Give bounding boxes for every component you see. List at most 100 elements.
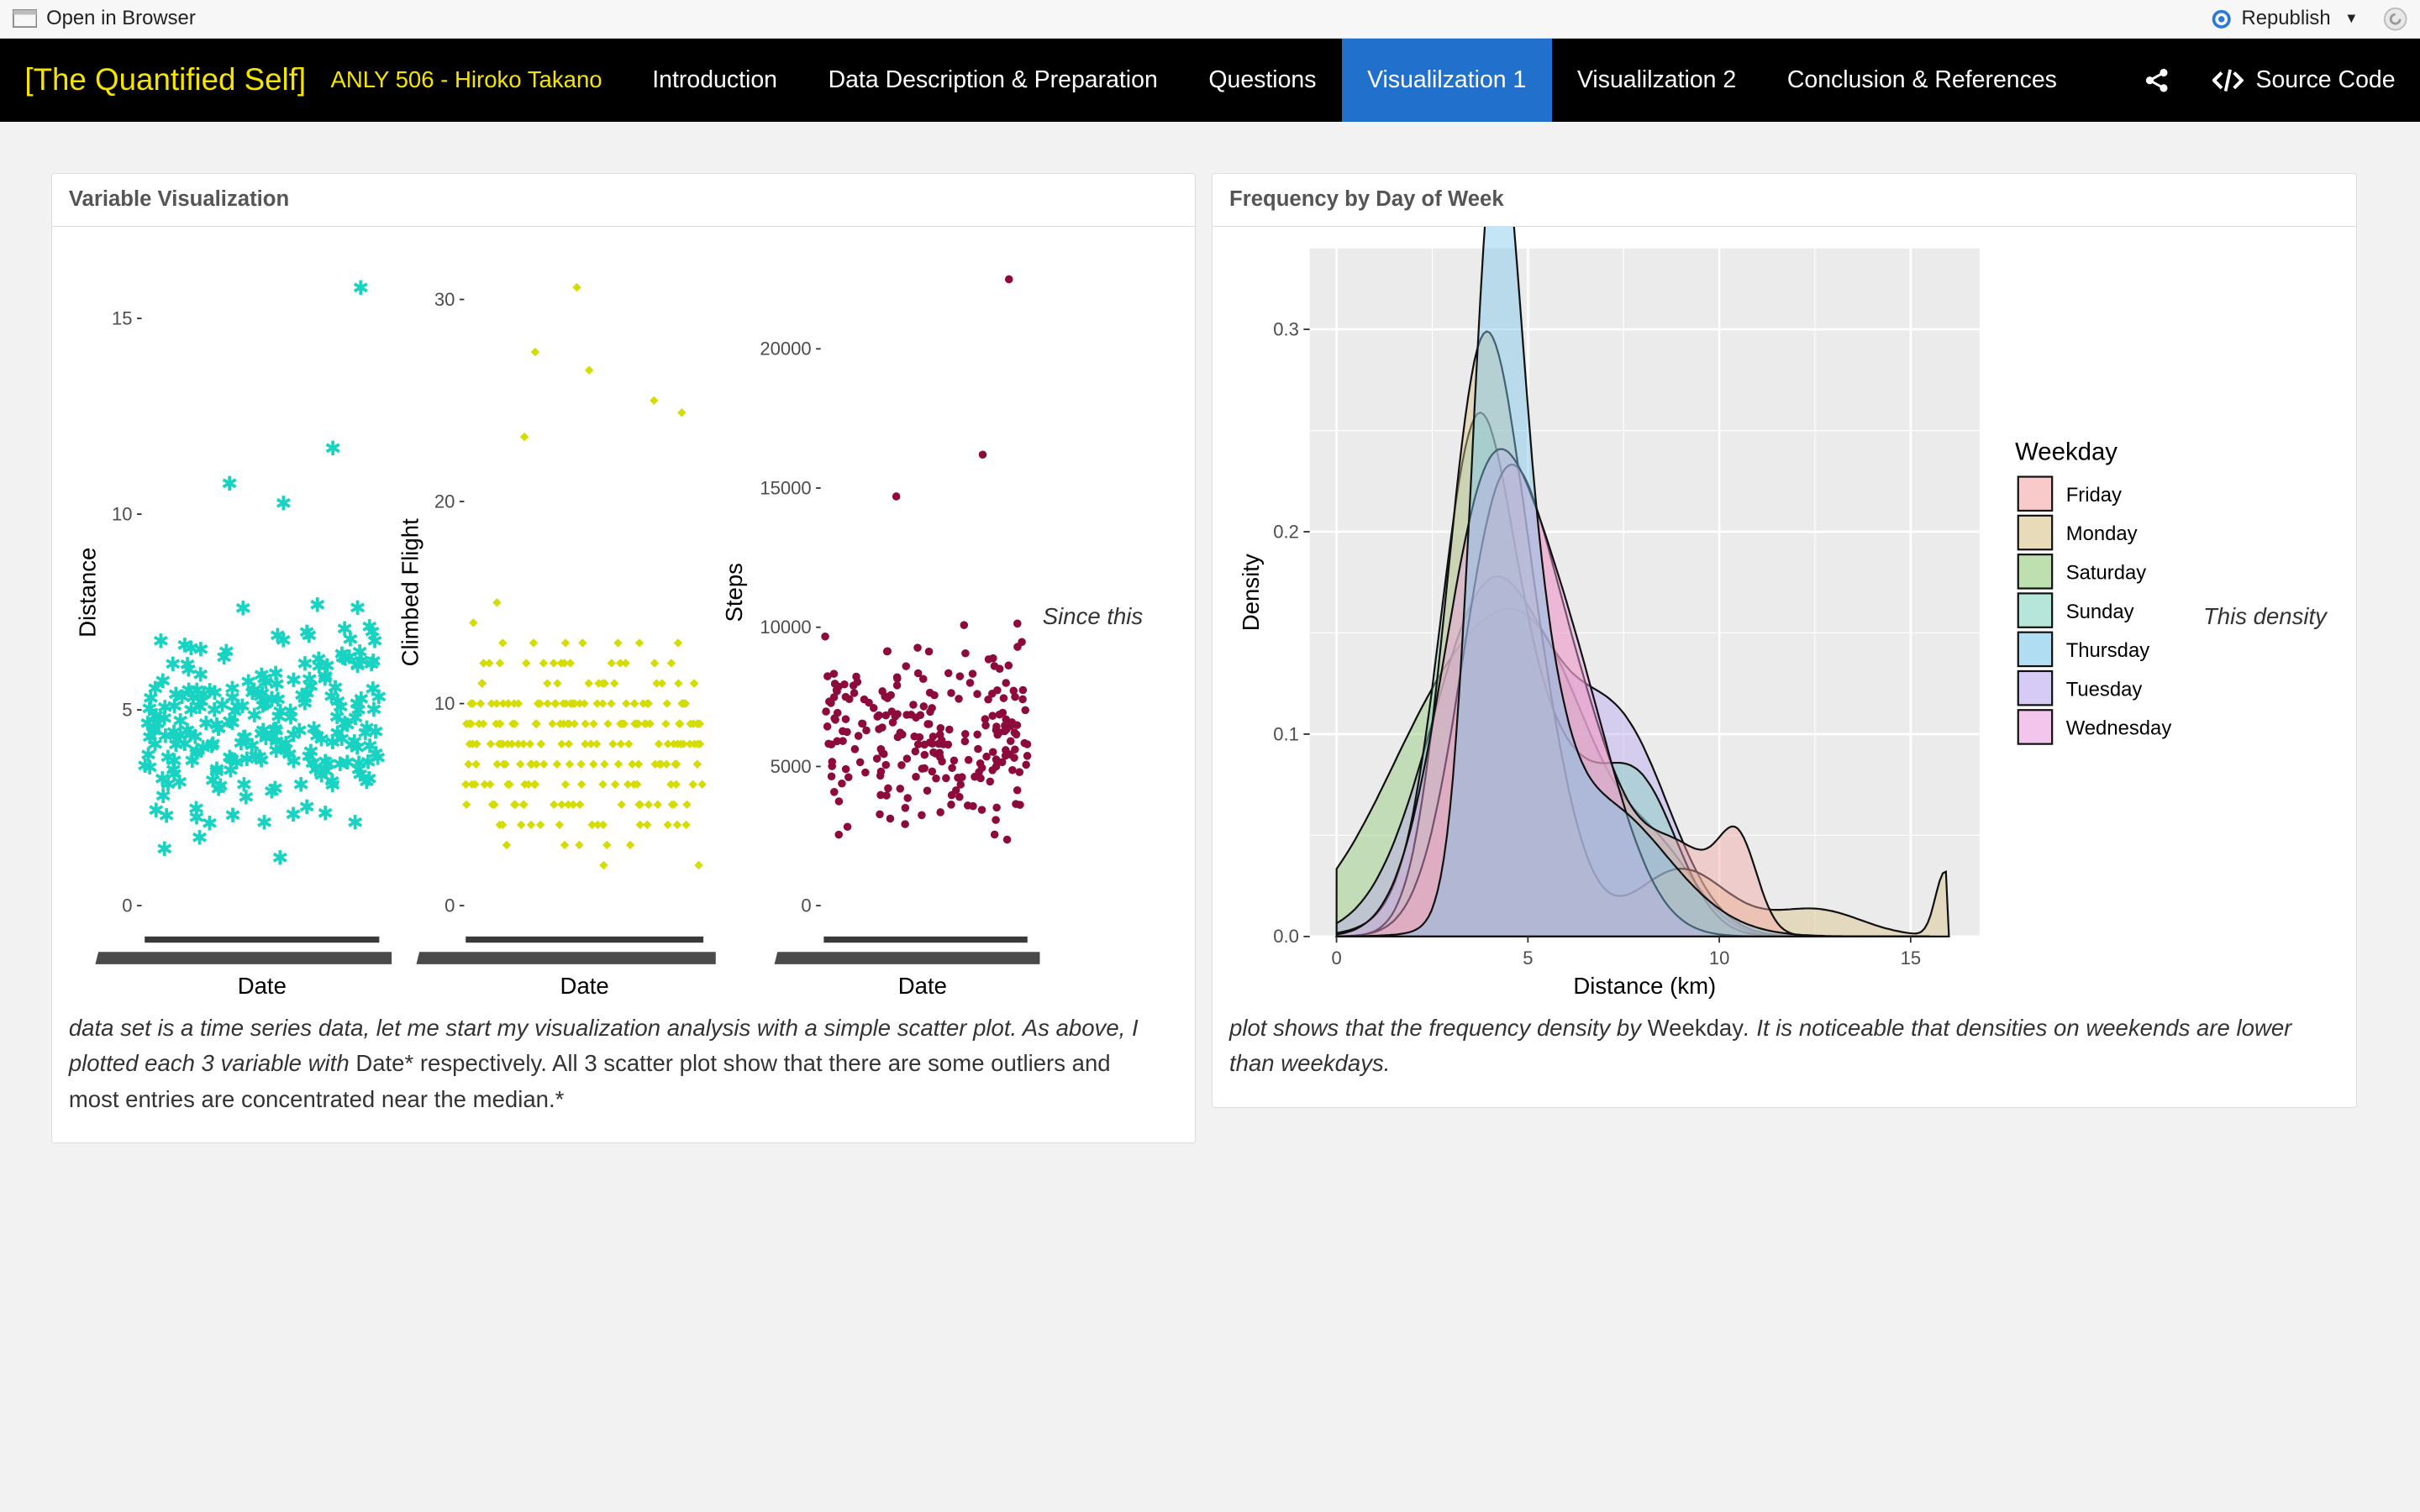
data-point: ✱ bbox=[253, 723, 270, 746]
data-point: ✱ bbox=[336, 713, 353, 736]
refresh-icon[interactable] bbox=[2383, 7, 2407, 31]
data-point: ✱ bbox=[188, 680, 205, 702]
data-point bbox=[860, 769, 870, 777]
data-point: ✱ bbox=[282, 707, 299, 730]
data-point bbox=[492, 699, 501, 708]
data-point: ✱ bbox=[329, 722, 345, 745]
data-point: ✱ bbox=[195, 684, 212, 706]
data-point: ✱ bbox=[180, 659, 197, 682]
data-point bbox=[471, 739, 481, 749]
data-point: ✱ bbox=[323, 686, 339, 709]
data-point: ✱ bbox=[365, 650, 381, 673]
data-point bbox=[955, 672, 964, 681]
data-point bbox=[988, 748, 997, 757]
data-point bbox=[650, 659, 659, 668]
data-point bbox=[555, 719, 565, 728]
y-tick-label: 5 bbox=[122, 700, 132, 721]
site-brand[interactable]: [The Quantified Self] bbox=[24, 62, 307, 97]
side-note: Since this bbox=[1042, 603, 1144, 630]
source-code-button[interactable]: Source Code bbox=[2212, 66, 2396, 94]
data-point bbox=[1022, 760, 1030, 769]
density-chart: 0 5 10 15 0.0 0.1 0.2 0.3 Distance (km) Density bbox=[1238, 227, 1980, 999]
data-point bbox=[685, 739, 694, 749]
nav-item-visualization-1[interactable]: Visualilzation 1 bbox=[1341, 38, 1552, 123]
open-in-browser-button[interactable]: Open in Browser bbox=[12, 7, 196, 30]
data-point bbox=[497, 638, 508, 648]
data-point: ✱ bbox=[257, 727, 274, 750]
data-point: ✱ bbox=[221, 711, 238, 733]
data-point bbox=[833, 709, 842, 717]
data-point bbox=[861, 726, 871, 735]
data-point bbox=[654, 739, 663, 749]
nav-item-conclusion[interactable]: Conclusion & References bbox=[1786, 66, 2057, 93]
data-point bbox=[869, 704, 878, 712]
data-point bbox=[597, 780, 608, 790]
data-point bbox=[830, 680, 839, 688]
legend-label: Monday bbox=[2065, 522, 2137, 545]
data-point bbox=[571, 283, 581, 292]
data-point bbox=[580, 739, 590, 749]
legend-swatch bbox=[2017, 475, 2054, 512]
data-point bbox=[927, 704, 936, 712]
share-icon[interactable] bbox=[2144, 68, 2169, 92]
republish-button[interactable]: Republish ▼ bbox=[2209, 7, 2359, 30]
data-point: ✱ bbox=[324, 771, 340, 794]
data-point bbox=[995, 664, 1004, 674]
data-point: ✱ bbox=[206, 682, 223, 705]
data-point bbox=[629, 699, 639, 708]
data-point: ✱ bbox=[317, 751, 334, 774]
data-point: ✱ bbox=[194, 737, 211, 759]
nav-item-questions[interactable]: Questions bbox=[1208, 66, 1317, 93]
data-point bbox=[564, 739, 573, 749]
data-point bbox=[564, 719, 574, 728]
data-point bbox=[900, 820, 909, 829]
x-axis-label: Date bbox=[237, 973, 286, 999]
data-point bbox=[955, 793, 964, 801]
data-point bbox=[1007, 766, 1017, 774]
data-point bbox=[503, 699, 513, 708]
data-point bbox=[953, 774, 962, 782]
data-point: ✱ bbox=[188, 807, 205, 830]
data-point bbox=[566, 699, 575, 708]
data-point: ✱ bbox=[191, 696, 208, 719]
nav-item-data-description[interactable]: Data Description & Preparation bbox=[828, 66, 1158, 93]
data-point: ✱ bbox=[318, 761, 334, 784]
data-point bbox=[823, 672, 832, 680]
nav-item-introduction[interactable]: Introduction bbox=[652, 66, 777, 93]
data-point bbox=[610, 780, 619, 790]
data-point: ✱ bbox=[310, 648, 327, 671]
data-point bbox=[1018, 685, 1027, 695]
data-point bbox=[549, 800, 559, 810]
data-point bbox=[920, 740, 929, 749]
y-axis-label: Steps bbox=[721, 563, 747, 622]
data-point bbox=[911, 773, 920, 781]
y-tick-label: 15 bbox=[112, 308, 133, 329]
data-point bbox=[823, 722, 831, 731]
data-point bbox=[489, 800, 499, 810]
data-point: ✱ bbox=[302, 741, 319, 764]
data-point bbox=[532, 719, 541, 728]
data-point bbox=[844, 695, 854, 704]
data-point: ✱ bbox=[264, 726, 281, 748]
data-point bbox=[653, 800, 662, 810]
data-point bbox=[950, 756, 958, 765]
data-point bbox=[838, 727, 847, 736]
data-point bbox=[651, 679, 661, 688]
data-point: ✱ bbox=[353, 688, 370, 711]
y-tick-label: 15000 bbox=[760, 477, 811, 498]
data-point bbox=[829, 788, 839, 796]
data-point: ✱ bbox=[224, 712, 240, 735]
data-point: ✱ bbox=[204, 733, 221, 756]
data-point bbox=[911, 713, 920, 722]
data-point bbox=[986, 777, 994, 786]
data-point bbox=[518, 800, 529, 810]
data-point bbox=[928, 767, 936, 776]
nav-item-visualization-2[interactable]: Visualilzation 2 bbox=[1576, 66, 1737, 93]
data-point bbox=[495, 659, 504, 668]
data-point bbox=[978, 450, 986, 459]
data-point: ✱ bbox=[185, 687, 202, 710]
x-tick-label: 15 bbox=[1900, 948, 1921, 969]
data-point bbox=[529, 780, 539, 790]
data-point bbox=[1002, 835, 1011, 844]
